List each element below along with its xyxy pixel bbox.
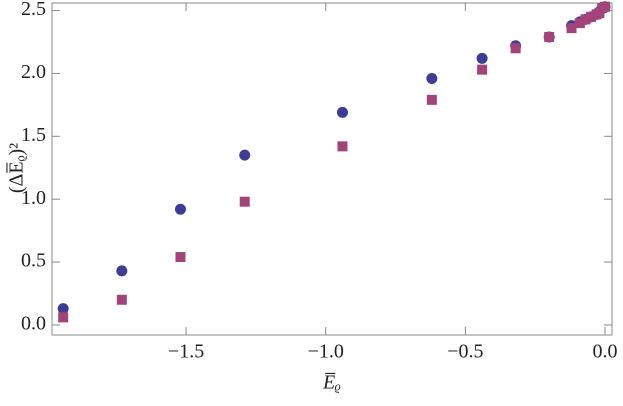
- circle-point: [426, 72, 438, 84]
- square-point: [544, 31, 555, 42]
- circle-point: [239, 149, 251, 161]
- plot-frame: [51, 2, 613, 336]
- circle-point: [174, 203, 186, 215]
- y-tick-label: 1.0: [21, 187, 46, 209]
- circle-point: [476, 52, 488, 64]
- circle-point: [116, 265, 128, 277]
- x-tick-label: 0.0: [593, 341, 618, 363]
- square-point: [426, 94, 437, 105]
- square-point: [239, 196, 250, 207]
- y-tick-label: 2.0: [21, 61, 46, 83]
- square-point: [574, 18, 585, 29]
- square-point: [175, 252, 186, 263]
- square-point: [477, 64, 488, 75]
- square-point: [337, 141, 348, 152]
- square-point: [594, 8, 605, 19]
- x-tick-label: −1.0: [308, 341, 344, 363]
- square-point: [116, 294, 127, 305]
- square-point: [58, 312, 69, 323]
- y-tick-label: 0.5: [21, 250, 46, 272]
- square-point: [580, 14, 591, 25]
- y-tick-label: 2.5: [21, 0, 46, 20]
- x-tick-label: −0.5: [447, 341, 483, 363]
- x-tick-label: −1.5: [168, 341, 204, 363]
- x-axis-label: E̅ᵨ: [322, 372, 341, 394]
- square-point: [510, 43, 521, 54]
- circle-point: [57, 303, 69, 315]
- y-tick-label: 0.0: [21, 313, 46, 335]
- y-axis-label: (ΔE̅ᵨ)²: [6, 143, 28, 193]
- circle-point: [336, 106, 348, 118]
- square-point: [566, 23, 577, 34]
- y-tick-label: 1.5: [21, 124, 46, 146]
- square-point: [586, 11, 597, 22]
- square-point: [600, 1, 611, 12]
